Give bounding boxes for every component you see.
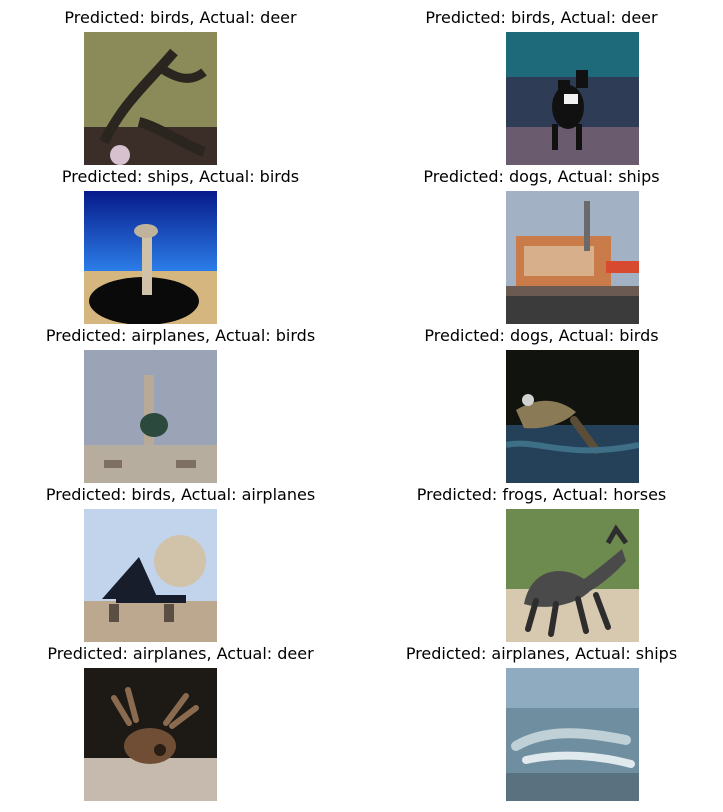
- sample-image: [506, 32, 639, 165]
- prediction-title: Predicted: frogs, Actual: horses: [416, 485, 667, 504]
- sample-image: [84, 32, 217, 165]
- grid-cell-6: Predicted: dogs, Actual: birds: [361, 318, 722, 483]
- prediction-title: Predicted: birds, Actual: deer: [64, 8, 297, 27]
- sample-image-svg: [84, 350, 217, 483]
- sample-image: [506, 191, 639, 324]
- prediction-title: Predicted: airplanes, Actual: deer: [47, 644, 314, 663]
- grid-cell-5: Predicted: airplanes, Actual: birds: [0, 318, 361, 483]
- sample-image: [84, 191, 217, 324]
- sample-image: [506, 509, 639, 642]
- sample-image-svg: [506, 32, 639, 165]
- sample-image-svg: [84, 668, 217, 801]
- sample-image-svg: [84, 191, 217, 324]
- sample-image-svg: [506, 668, 639, 801]
- sample-image: [84, 668, 217, 801]
- prediction-title: Predicted: birds, Actual: deer: [425, 8, 658, 27]
- prediction-title: Predicted: dogs, Actual: birds: [424, 326, 659, 345]
- prediction-title: Predicted: dogs, Actual: ships: [423, 167, 660, 186]
- prediction-title: Predicted: birds, Actual: airplanes: [45, 485, 316, 504]
- sample-image-svg: [84, 32, 217, 165]
- grid-cell-7: Predicted: birds, Actual: airplanes: [0, 477, 361, 642]
- grid-cell-9: Predicted: airplanes, Actual: deer: [0, 636, 361, 801]
- prediction-title: Predicted: ships, Actual: birds: [61, 167, 300, 186]
- sample-image-svg: [84, 509, 217, 642]
- grid-cell-2: Predicted: birds, Actual: deer: [361, 0, 722, 165]
- prediction-title: Predicted: airplanes, Actual: birds: [45, 326, 316, 345]
- sample-image: [506, 668, 639, 801]
- grid-cell-3: Predicted: ships, Actual: birds: [0, 159, 361, 324]
- sample-image: [506, 350, 639, 483]
- sample-image-svg: [506, 509, 639, 642]
- sample-image: [84, 509, 217, 642]
- prediction-title: Predicted: airplanes, Actual: ships: [405, 644, 678, 663]
- grid-cell-1: Predicted: birds, Actual: deer: [0, 0, 361, 165]
- sample-image: [84, 350, 217, 483]
- grid-cell-4: Predicted: dogs, Actual: ships: [361, 159, 722, 324]
- sample-image-svg: [506, 350, 639, 483]
- grid-cell-8: Predicted: frogs, Actual: horses: [361, 477, 722, 642]
- sample-image-svg: [506, 191, 639, 324]
- grid-cell-10: Predicted: airplanes, Actual: ships: [361, 636, 722, 801]
